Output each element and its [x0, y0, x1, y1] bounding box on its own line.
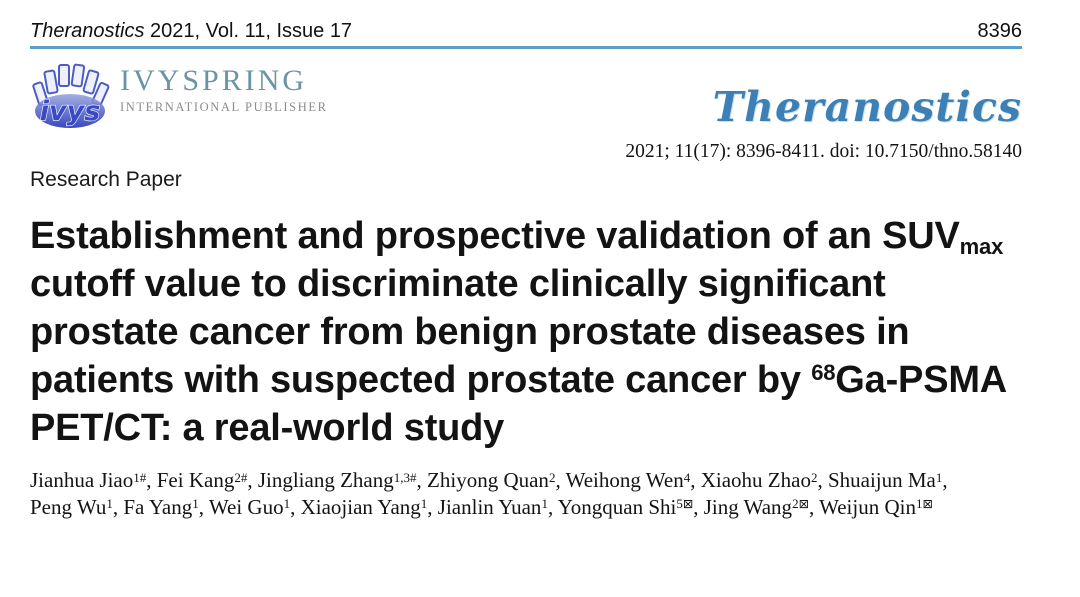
article-type-label: Research Paper	[30, 168, 182, 191]
author-affiliation-sup: 1	[283, 496, 291, 512]
author: Zhiyong Quan2	[427, 468, 556, 493]
author-affiliation-sup: 2#	[234, 469, 248, 485]
title-subscript-max: max	[959, 234, 1004, 260]
journal-logo-block: Theranostics 2021; 11(17): 8396-8411. do…	[625, 61, 1022, 163]
author: Jianhua Jiao1#	[30, 468, 147, 493]
envelope-icon: ⊠	[798, 497, 809, 512]
publisher-block: ivys IVYSPRING INTERNATIONAL PUBLISHER	[30, 61, 328, 135]
author: Peng Wu1	[30, 495, 113, 520]
author: Xiaojian Yang1	[300, 495, 428, 520]
author: Jingliang Zhang1,3#	[257, 468, 417, 493]
author-affiliation-sup: 1	[420, 496, 428, 512]
author: Shuaijun Ma1	[827, 468, 943, 493]
author: Jing Wang2⊠	[703, 495, 809, 520]
author-affiliation-sup: 2	[810, 469, 818, 485]
author-affiliation-sup: 4	[683, 469, 691, 485]
envelope-icon: ⊠	[922, 497, 933, 512]
journal-issue-reference: Theranostics 2021, Vol. 11, Issue 17	[30, 20, 352, 43]
citation-line: 2021; 11(17): 8396-8411. doi: 10.7150/th…	[625, 141, 1022, 162]
envelope-icon: ⊠	[682, 497, 694, 512]
author: Fei Kang2#	[156, 468, 248, 493]
page-number: 8396	[977, 20, 1023, 42]
author: Jianlin Yuan1	[437, 495, 548, 520]
author: Wei Guo1	[208, 495, 291, 520]
authors-list: Jianhua Jiao1#, Fei Kang2#, Jingliang Zh…	[30, 468, 948, 520]
author-affiliation-sup: 2⊠	[792, 496, 809, 512]
article-title: Establishment and prospective validation…	[30, 213, 1008, 452]
journal-name: Theranostics	[30, 20, 145, 42]
masthead: Theranostics 2021, Vol. 11, Issue 17 839…	[30, 20, 1022, 43]
author-affiliation-sup: 1⊠	[915, 496, 933, 512]
publisher-text: IVYSPRING INTERNATIONAL PUBLISHER	[120, 61, 328, 115]
author-affiliation-sup: 1	[935, 469, 943, 485]
publisher-name: IVYSPRING	[120, 64, 308, 97]
ivyspring-logo-icon: ivys	[32, 63, 110, 128]
author-affiliation-sup: 2	[548, 469, 556, 485]
paper-page: Theranostics 2021, Vol. 11, Issue 17 839…	[0, 20, 1080, 521]
author-affiliation-sup: 5⊠	[676, 496, 694, 512]
author: Fa Yang1	[123, 495, 199, 520]
issue-info: 2021, Vol. 11, Issue 17	[144, 20, 353, 42]
svg-text:ivys: ivys	[40, 96, 101, 127]
title-part2: cutoff value to discriminate clinically …	[30, 262, 910, 401]
author: Yongquan Shi5⊠	[557, 495, 694, 520]
author-affiliation-sup: 1#	[133, 469, 147, 485]
author: Weihong Wen4	[565, 468, 691, 493]
author: Xiaohu Zhao2	[700, 468, 818, 493]
title-part1: Establishment and prospective validation…	[30, 215, 960, 257]
author: Weijun Qin1⊠	[819, 495, 933, 520]
title-superscript-68: 68	[811, 359, 836, 385]
title-part3: Ga-PSMA PET/CT: a real-world study	[30, 358, 1006, 449]
logo-row: ivys IVYSPRING INTERNATIONAL PUBLISHER T…	[30, 61, 1022, 163]
author-affiliation-sup: 1	[192, 496, 199, 512]
theranostics-logo: Theranostics	[712, 83, 1022, 131]
publisher-tagline: INTERNATIONAL PUBLISHER	[120, 99, 328, 114]
masthead-rule	[30, 46, 1022, 49]
author-affiliation-sup: 1,3#	[393, 469, 417, 485]
author-affiliation-sup: 1	[106, 496, 113, 512]
author-affiliation-sup: 1	[541, 496, 548, 512]
